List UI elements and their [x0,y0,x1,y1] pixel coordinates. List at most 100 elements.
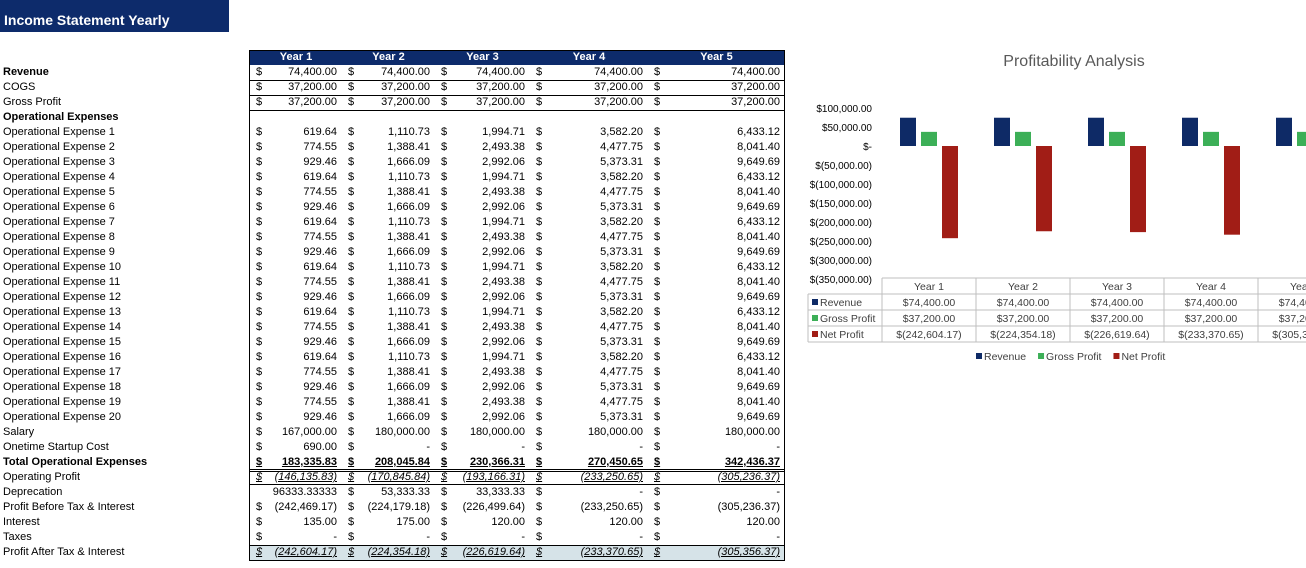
currency-symbol: $ [441,231,448,243]
cell-value: 230,366.31 [469,456,525,468]
cell-value: 3,582.20 [600,261,643,273]
cell-value: 619.64 [303,261,337,273]
cell-value: 74,400.00 [594,66,643,78]
currency-symbol: $ [348,231,355,243]
value-label: $(226,619.64) [1084,329,1149,341]
y-tick-label: $50,000.00 [822,123,872,134]
currency-symbol: $ [256,291,263,303]
cell-value: 1,994.71 [482,306,525,318]
currency-symbol: $ [654,516,661,528]
x-tick-label: Year 4 [1196,281,1226,293]
currency-symbol: $ [348,501,355,513]
cell-value: - [521,531,525,543]
cell-value: 74,400.00 [476,66,525,78]
legend-key [1113,353,1120,359]
cell-value: 37,200.00 [476,96,525,108]
legend-key [812,331,818,337]
currency-symbol: $ [256,381,263,393]
cell-value: - [776,531,780,543]
cell-value: 1,110.73 [387,351,430,363]
cell-value: 180,000.00 [374,426,430,438]
legend-key [812,315,818,321]
cell-value: 74,400.00 [731,66,780,78]
cell-value: 9,649.69 [737,291,780,303]
currency-symbol: $ [348,351,355,363]
y-tick-label: $- [863,142,872,153]
value-label: $37,200.00 [1185,313,1238,325]
currency-symbol: $ [441,531,448,543]
currency-symbol: $ [441,366,448,378]
y-tick-label: $(350,000.00) [810,275,872,286]
currency-symbol: $ [654,291,661,303]
currency-symbol: $ [256,471,263,483]
cell-value: 929.46 [303,246,337,258]
legend-label: Gross Profit [820,313,876,325]
sheet-title: Income Statement Yearly [0,0,229,32]
y-tick-label: $(250,000.00) [810,237,872,248]
cell-value: 3,582.20 [600,351,643,363]
x-tick-label: Year 3 [1102,281,1132,293]
cell-value: 183,335.83 [281,456,337,468]
currency-symbol: $ [348,531,355,543]
cell-value: 9,649.69 [737,381,780,393]
cell-value: 8,041.40 [737,276,780,288]
currency-symbol: $ [536,231,543,243]
row-label: Operational Expense 15 [3,336,122,348]
currency-symbol: $ [256,516,263,528]
cell-value: 1,110.73 [387,171,430,183]
cell-value: - [639,531,643,543]
currency-symbol: $ [441,201,448,213]
currency-symbol: $ [348,96,355,108]
value-label: $37,200.00 [1279,313,1306,325]
cell-value: 37,200.00 [731,81,780,93]
currency-symbol: $ [348,381,355,393]
currency-symbol: $ [536,501,543,513]
cell-value: 4,477.75 [600,366,643,378]
legend-label: Net Profit [1121,351,1165,363]
currency-symbol: $ [256,81,263,93]
cell-value: (170,845.84) [367,471,430,483]
currency-symbol: $ [536,321,543,333]
cell-value: 2,992.06 [482,291,525,303]
cell-value: 5,373.31 [600,291,643,303]
cell-value: 270,450.65 [587,456,643,468]
cell-value: 8,041.40 [737,231,780,243]
cell-value: - [639,486,643,498]
currency-symbol: $ [441,306,448,318]
cell-value: - [776,486,780,498]
currency-symbol: $ [654,156,661,168]
legend-label: Net Profit [820,329,864,341]
currency-symbol: $ [441,381,448,393]
cell-value: 120.00 [746,516,780,528]
currency-symbol: $ [536,306,543,318]
row-label: Operational Expenses [3,111,119,123]
value-label: $(305,356.37) [1272,329,1306,341]
cell-value: 5,373.31 [600,411,643,423]
row-label: Total Operational Expenses [3,456,148,468]
bar [994,117,1010,146]
row-label: Operational Expense 7 [3,216,115,228]
currency-symbol: $ [256,351,263,363]
currency-symbol: $ [348,426,355,438]
currency-symbol: $ [256,141,263,153]
currency-symbol: $ [654,471,661,483]
bar [1203,131,1219,146]
cell-value: 1,666.09 [387,336,430,348]
currency-symbol: $ [348,216,355,228]
currency-symbol: $ [256,276,263,288]
cell-value: 929.46 [303,156,337,168]
currency-symbol: $ [441,171,448,183]
currency-symbol: $ [348,156,355,168]
cell-value: 175.00 [396,516,430,528]
row-label: Operational Expense 14 [3,321,122,333]
cell-value: 1,994.71 [482,261,525,273]
chart: Profitability Analysis $100,000.00 $50,00… [807,53,1306,363]
currency-symbol: $ [348,396,355,408]
currency-symbol: $ [256,411,263,423]
chart-title: Profitability Analysis [1003,53,1144,70]
bar [900,117,916,146]
currency-symbol: $ [256,246,263,258]
cell-value: 180,000.00 [469,426,525,438]
cell-value: 120.00 [491,516,525,528]
